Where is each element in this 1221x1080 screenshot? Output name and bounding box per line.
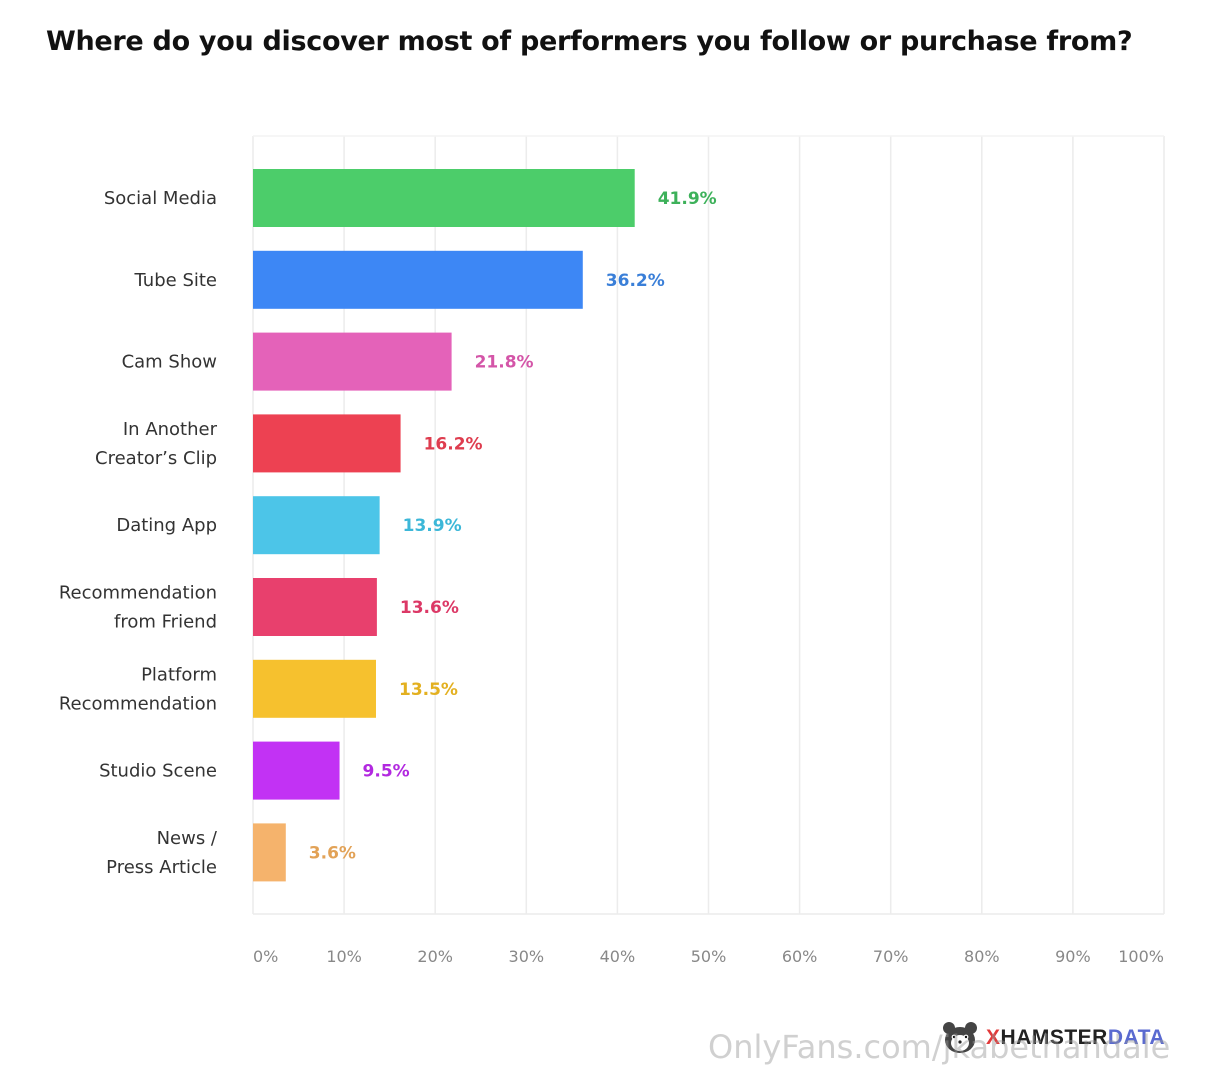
bar [253,741,340,800]
bar [253,332,452,391]
bar-chart: Social Media Tube Site Cam Show In Another C… [59,135,1165,966]
category-label: Social Media [104,188,217,209]
x-tick-label: 0% [253,947,278,966]
chart-bars [253,169,635,882]
x-tick-label: 40% [600,947,636,966]
bar [253,414,401,473]
x-tick-label: 30% [509,947,545,966]
value-label: 13.6% [400,598,459,618]
x-tick-labels: 0% 10% 20% 30% 40% 50% 60% 70% 80% 90% 100% [253,947,1164,966]
value-label: 41.9% [658,189,717,209]
watermark: OnlyFans.com/jkabethandale [708,1028,1171,1066]
value-label: 13.9% [403,516,462,536]
x-tick-label: 100% [1118,947,1164,966]
x-tick-label: 70% [873,947,909,966]
bar [253,169,635,227]
hamster-icon [943,1022,977,1053]
category-label: Recommendation from Friend [59,583,217,633]
value-label: 36.2% [606,271,665,291]
category-label: Dating App [116,515,217,536]
x-tick-label: 90% [1055,947,1091,966]
value-label: 16.2% [424,434,483,454]
brand-wordmark: XHAMSTERDATA [986,1026,1165,1050]
xhamsterdata-logo: XHAMSTERDATA [940,1020,1165,1056]
value-label: 13.5% [399,680,458,700]
chart-title: Where do you discover most of performers… [46,26,1133,57]
value-label: 3.6% [309,843,356,863]
category-label: In Another Creator’s Clip [95,419,218,469]
bar [253,823,286,882]
brand-data: DATA [1107,1026,1166,1049]
category-label: Tube Site [134,270,217,291]
category-label: Platform Recommendation [59,664,217,714]
bar [253,250,583,309]
category-label: Studio Scene [99,761,217,782]
value-label: 21.8% [475,353,534,373]
category-labels: Social Media Tube Site Cam Show In Another C… [59,188,218,878]
bar [253,578,377,636]
value-label: 9.5% [363,762,410,782]
x-tick-label: 60% [782,947,818,966]
brand-x: X [986,1026,1001,1049]
bar [253,496,380,555]
category-label: Cam Show [122,352,217,373]
x-tick-label: 10% [326,947,362,966]
x-tick-label: 20% [417,947,453,966]
value-labels: 41.9% 36.2% 21.8% 16.2% 13.9% 13.6% 13.5% 9.5% 3… [309,189,717,863]
x-tick-label: 50% [691,947,727,966]
brand-hamster: HAMSTER [1000,1026,1108,1049]
category-label: News / Press Article [106,828,218,878]
x-tick-label: 80% [964,947,1000,966]
bar [253,659,376,718]
